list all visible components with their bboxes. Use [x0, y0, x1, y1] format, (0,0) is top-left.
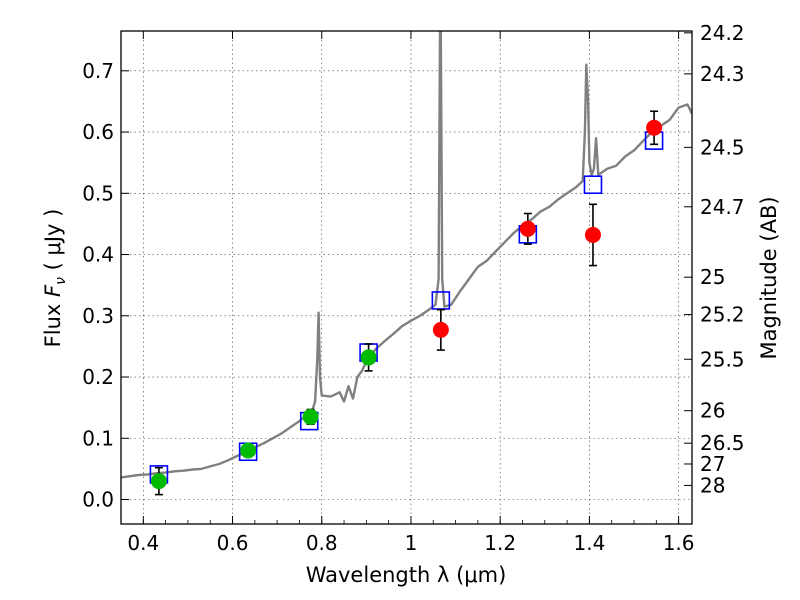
- optical-photometry-point: [360, 349, 377, 366]
- mag-tick-label: 28: [700, 473, 725, 497]
- x-tick-label: 1.6: [663, 531, 695, 555]
- y-tick-label: 0.2: [82, 365, 114, 389]
- y-tick-label: 0.7: [82, 59, 114, 83]
- mag-tick-label: 26: [700, 399, 725, 423]
- near-IR-photometry-point: [519, 220, 536, 237]
- near-IR-photometry-point: [646, 119, 663, 136]
- y-tick-label: 0.0: [82, 488, 114, 512]
- mag-tick-label: 26.5: [700, 431, 745, 455]
- near-IR-photometry-point: [432, 321, 449, 338]
- x-tick-label: 1: [405, 531, 418, 555]
- mag-tick-label: 24.3: [700, 62, 745, 86]
- mag-tick-label: 25: [700, 265, 725, 289]
- y-tick-label: 0.6: [82, 120, 114, 144]
- model-photometry-square: [583, 175, 603, 195]
- y2-axis-label: Magnitude (AB): [757, 196, 781, 359]
- x-tick-label: 0.8: [306, 531, 338, 555]
- mag-tick-label: 24.7: [700, 195, 745, 219]
- plot-area: [121, 31, 692, 496]
- mag-tick-label: 24.5: [700, 135, 745, 159]
- mag-tick-label: 25.2: [700, 303, 745, 327]
- plot-frame: [120, 30, 693, 525]
- axes: 0.4 0.6 0.8 1 1.2 1.4 1.6 0.0 0.1 0.2 0.3 0.4 0.5 0.6…: [82, 21, 744, 555]
- x-tick-label: 1.2: [484, 531, 516, 555]
- x-tick-label: 0.4: [127, 531, 159, 555]
- mag-tick-label: 27: [700, 452, 725, 476]
- y-tick-label: 0.4: [82, 243, 114, 267]
- y-tick-label: 0.3: [82, 304, 114, 328]
- x-tick-label: 0.6: [217, 531, 249, 555]
- optical-photometry-point: [150, 473, 167, 490]
- optical-photometry-point: [302, 408, 319, 425]
- x-axis-label: Wavelength λ (μm): [306, 563, 507, 587]
- x-tick-label: 1.4: [573, 531, 605, 555]
- y-tick-label: 0.5: [82, 181, 114, 205]
- near-IR-photometry-point: [584, 226, 601, 243]
- grid: [121, 31, 692, 524]
- y-tick-label: 0.1: [82, 426, 114, 450]
- mag-tick-label: 25.5: [700, 347, 745, 371]
- y-axis-label: Flux Fν ( μJy ): [41, 209, 69, 348]
- optical-photometry-point: [240, 442, 257, 459]
- mag-tick-label: 24.2: [700, 21, 745, 45]
